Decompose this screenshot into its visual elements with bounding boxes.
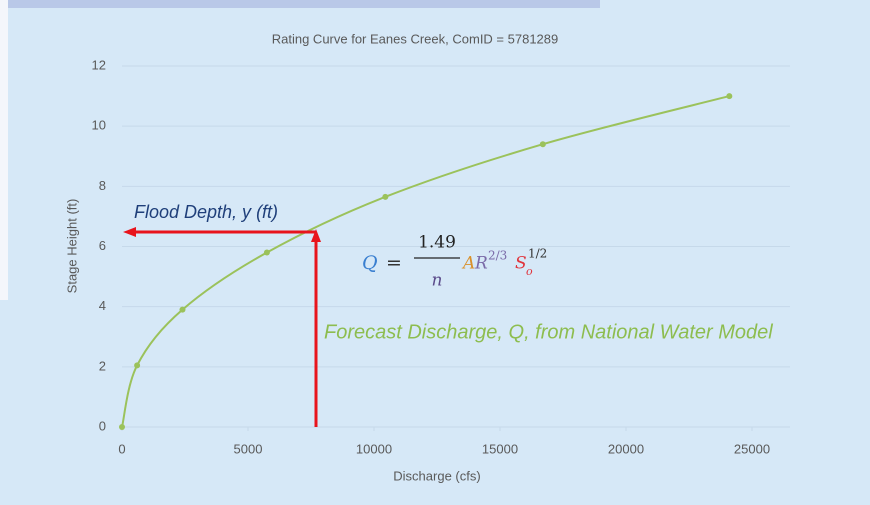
y-tick-label: 0 bbox=[99, 418, 106, 433]
point bbox=[119, 424, 125, 430]
y-tick-label: 8 bbox=[99, 178, 106, 193]
x-axis-label: Discharge (cfs) bbox=[393, 468, 480, 483]
x-tick-label: 5000 bbox=[234, 441, 263, 456]
eq-q: Q bbox=[362, 252, 378, 274]
x-tick-label: 0 bbox=[118, 441, 125, 456]
eq-slope: S bbox=[515, 254, 527, 274]
eq-slope-sub: o bbox=[526, 265, 533, 278]
y-axis-label: Stage Height (ft) bbox=[64, 199, 79, 294]
eq-radius: R bbox=[474, 254, 488, 274]
chart: Rating Curve for Eanes Creek, ComID = 57… bbox=[0, 0, 870, 505]
point bbox=[179, 307, 185, 313]
point bbox=[382, 194, 388, 200]
y-tick-label: 2 bbox=[99, 358, 106, 373]
chart-title: Rating Curve for Eanes Creek, ComID = 57… bbox=[272, 31, 559, 46]
eq-numerator: 1.49 bbox=[418, 233, 456, 253]
map-strip bbox=[0, 0, 600, 8]
y-tick-label: 6 bbox=[99, 238, 106, 253]
panel bbox=[0, 0, 870, 505]
point bbox=[134, 362, 140, 368]
eq-equals: = bbox=[386, 252, 402, 274]
y-tick-label: 4 bbox=[99, 298, 106, 313]
x-tick-label: 15000 bbox=[482, 441, 518, 456]
y-tick-label: 10 bbox=[92, 118, 106, 133]
eq-radius-exp: 2/3 bbox=[488, 249, 507, 263]
x-tick-label: 20000 bbox=[608, 441, 644, 456]
point bbox=[264, 250, 270, 256]
forecast-label: Forecast Discharge, Q, from National Wat… bbox=[324, 321, 773, 343]
eq-area: A bbox=[461, 254, 475, 274]
eq-slope-exp: 1/2 bbox=[528, 247, 547, 261]
flood-depth-label: Flood Depth, y (ft) bbox=[134, 202, 278, 222]
map-strip-left bbox=[0, 0, 8, 300]
eq-denominator: n bbox=[432, 271, 443, 291]
x-tick-label: 25000 bbox=[734, 441, 770, 456]
point bbox=[726, 93, 732, 99]
y-tick-label: 12 bbox=[92, 57, 106, 72]
point bbox=[540, 141, 546, 147]
page: {"chart_data": {"type": "line", "title":… bbox=[0, 0, 870, 505]
x-tick-label: 10000 bbox=[356, 441, 392, 456]
